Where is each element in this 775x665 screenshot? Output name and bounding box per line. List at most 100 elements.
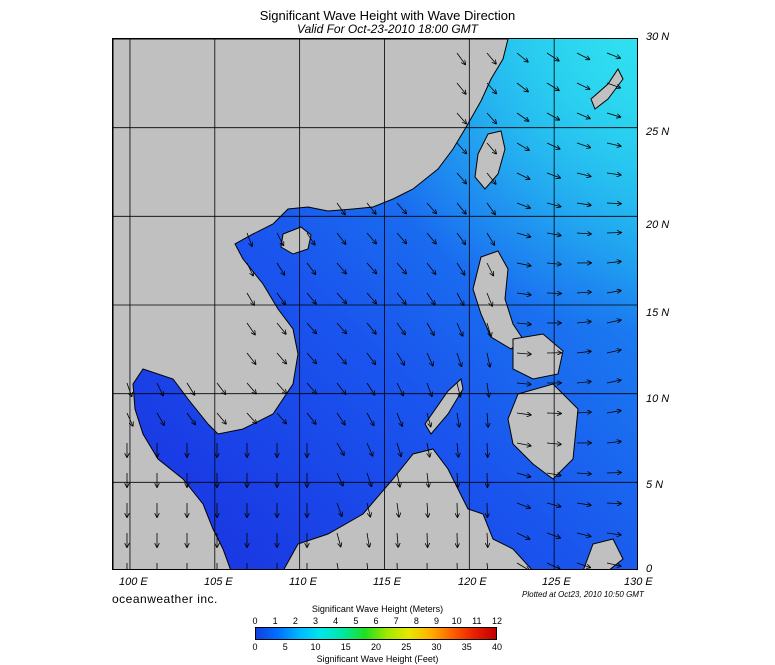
wave-direction-arrow xyxy=(306,352,316,363)
lon-label: 130 E xyxy=(624,576,653,588)
wave-direction-arrow xyxy=(276,352,286,364)
wave-direction-arrow xyxy=(457,412,459,427)
wave-direction-arrow xyxy=(457,442,458,457)
visayas-islands xyxy=(512,333,564,380)
wave-direction-arrow xyxy=(636,53,637,54)
wave-direction-arrow xyxy=(606,291,621,293)
wave-direction-arrow xyxy=(636,232,637,233)
wave-direction-arrow xyxy=(576,203,591,205)
wave-direction-arrow xyxy=(516,442,531,446)
wave-direction-arrow xyxy=(426,292,435,305)
wave-direction-arrow xyxy=(606,52,620,58)
wave-direction-arrow xyxy=(516,383,531,384)
wave-direction-arrow xyxy=(366,412,374,425)
wave-direction-arrow xyxy=(366,232,376,244)
colorbar-tick-label: 25 xyxy=(401,642,412,652)
wave-direction-arrow xyxy=(636,292,637,293)
wave-direction-arrow xyxy=(516,532,530,539)
colorbar-tick-label: 10 xyxy=(310,642,321,652)
colorbar-tick-label: 12 xyxy=(491,616,503,626)
wave-direction-arrow xyxy=(636,173,637,174)
wave-direction-arrow xyxy=(516,202,530,208)
wave-direction-arrow xyxy=(366,322,376,334)
wave-direction-arrow xyxy=(366,202,376,214)
wave-direction-arrow xyxy=(306,292,316,304)
wave-direction-arrow xyxy=(427,532,428,547)
lat-label: 25 N xyxy=(646,126,670,138)
wave-direction-arrow xyxy=(576,52,589,59)
wave-direction-arrow xyxy=(336,382,346,394)
wave-direction-arrow xyxy=(456,52,465,64)
lat-label: 5 N xyxy=(646,479,664,491)
colorbar-tick-label: 0 xyxy=(252,642,258,652)
wave-direction-arrow xyxy=(546,172,560,178)
wave-direction-arrow xyxy=(486,142,496,154)
ryukyu-islands xyxy=(590,68,624,110)
wave-direction-arrow xyxy=(486,562,489,569)
wave-direction-arrow xyxy=(456,202,466,214)
wave-direction-arrow xyxy=(576,82,590,89)
wave-direction-arrow xyxy=(426,232,436,244)
wave-direction-arrow xyxy=(396,292,406,304)
wave-direction-arrow xyxy=(636,442,637,443)
wave-direction-arrow xyxy=(276,232,283,245)
wave-direction-arrow xyxy=(426,202,436,213)
wave-direction-arrow xyxy=(516,353,531,354)
wave-direction-arrow xyxy=(576,351,591,353)
wave-direction-arrow xyxy=(576,532,591,536)
wave-direction-arrow xyxy=(216,382,225,394)
wave-direction-arrow xyxy=(246,412,256,423)
lat-label: 10 N xyxy=(646,393,670,405)
wave-direction-arrow xyxy=(246,292,254,305)
wave-direction-arrow xyxy=(336,412,345,425)
colorbar-tick-label: 30 xyxy=(431,642,442,652)
lon-label: 120 E xyxy=(458,576,487,588)
wave-direction-arrow xyxy=(546,562,560,569)
lon-label: 115 E xyxy=(373,576,401,588)
wave-direction-arrow xyxy=(457,472,458,487)
wave-direction-arrow xyxy=(516,172,530,179)
wave-direction-arrow xyxy=(427,502,428,517)
chart-subtitle: Valid For Oct-23-2010 18:00 GMT xyxy=(297,22,478,36)
colorbar-tick-label: 35 xyxy=(461,642,472,652)
wave-direction-arrow xyxy=(456,112,466,124)
lon-label: 125 E xyxy=(542,576,571,588)
wave-direction-arrow xyxy=(516,82,528,92)
colorbar-meters-title: Significant Wave Height (Meters) xyxy=(311,604,444,614)
colorbar-tick-label: 5 xyxy=(353,616,359,626)
wave-direction-arrow xyxy=(306,412,316,424)
brand-logo-text: oceanweather inc. xyxy=(112,592,218,606)
wave-direction-arrow xyxy=(486,232,494,245)
wave-direction-arrow xyxy=(336,562,339,569)
colorbar-feet-title: Significant Wave Height (Feet) xyxy=(316,654,439,664)
mainland-asia xyxy=(113,39,509,569)
chart-title: Significant Wave Height with Wave Direct… xyxy=(259,8,516,23)
wave-direction-arrow xyxy=(426,412,431,427)
wave-direction-arrow xyxy=(336,202,345,215)
wave-direction-arrow xyxy=(336,532,341,547)
wave-direction-arrow xyxy=(276,322,286,334)
wave-direction-arrow xyxy=(576,473,591,474)
lon-label: 100 E xyxy=(119,576,148,588)
colorbar-tick-label: 9 xyxy=(433,616,440,626)
wave-direction-arrow xyxy=(427,442,430,457)
wave-direction-arrow xyxy=(486,202,495,214)
wave-direction-arrow xyxy=(486,172,496,184)
wave-direction-arrow xyxy=(156,412,164,425)
palawan-island xyxy=(424,378,464,435)
wave-direction-arrow xyxy=(396,562,398,569)
wave-direction-arrow xyxy=(606,320,621,324)
wave-direction-arrow xyxy=(606,441,621,443)
wave-direction-arrow xyxy=(486,262,493,275)
wave-direction-arrow xyxy=(456,352,461,366)
wave-direction-arrow xyxy=(456,82,466,94)
wave-direction-arrow xyxy=(516,293,531,295)
wave-direction-arrow xyxy=(456,262,465,275)
wave-direction-arrow xyxy=(546,82,559,90)
wave-direction-arrow xyxy=(606,533,621,535)
wave-direction-arrow xyxy=(366,352,375,364)
wave-direction-arrow xyxy=(606,411,621,413)
wave-direction-arrow xyxy=(456,322,463,336)
wave-direction-arrow xyxy=(486,322,491,336)
wave-direction-arrow xyxy=(366,472,371,486)
